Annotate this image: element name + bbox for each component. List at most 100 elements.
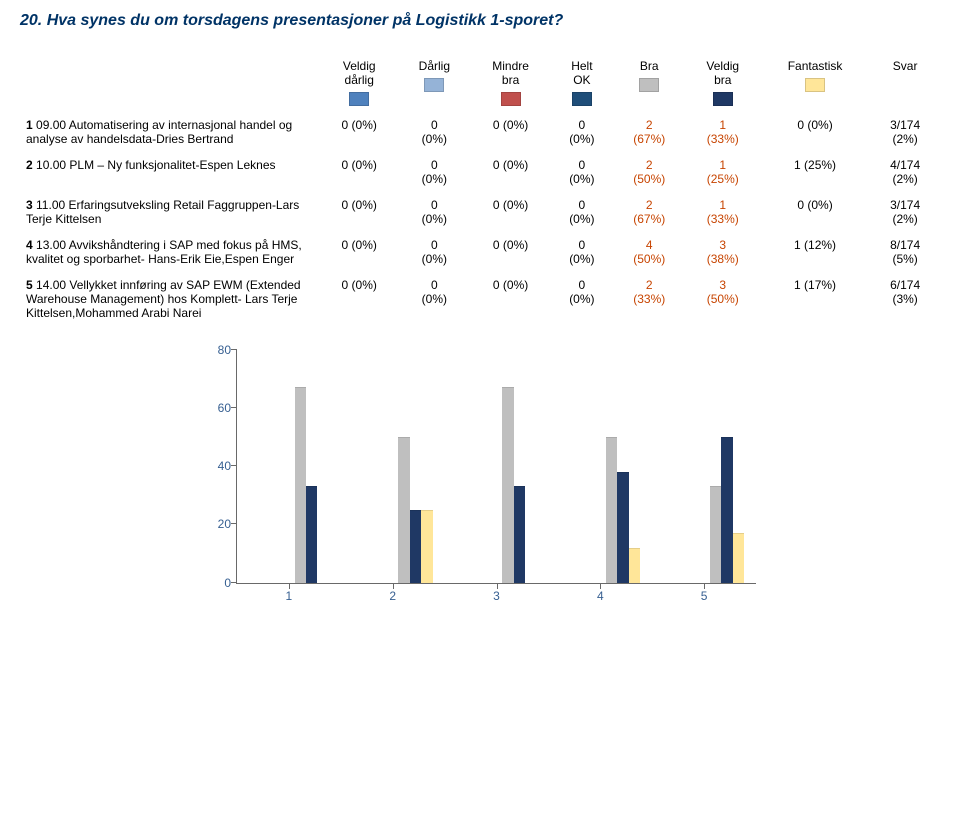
legend-label: Veldig dårlig	[326, 60, 392, 88]
legend-label: Veldig bra	[692, 60, 754, 88]
cell: 0 (0%)	[470, 112, 551, 152]
cell: 4 (50%)	[613, 232, 686, 272]
legend-2: Mindre bra	[470, 54, 551, 112]
cell: 3 (38%)	[686, 232, 760, 272]
cell: 1 (25%)	[760, 152, 871, 192]
bar	[514, 486, 525, 582]
cell: 0 (0%)	[760, 192, 871, 232]
cell: 0 (0%)	[470, 232, 551, 272]
row-label: 3 11.00 Erfaringsutveksling Retail Faggr…	[20, 192, 320, 232]
cell: 0 (0%)	[760, 112, 871, 152]
bar	[502, 387, 513, 582]
bar	[398, 437, 409, 583]
legend-4: Bra	[613, 54, 686, 112]
row-label: 2 10.00 PLM – Ny funksjonalitet-Espen Le…	[20, 152, 320, 192]
cell: 1 (25%)	[686, 152, 760, 192]
cell: 1 (12%)	[760, 232, 871, 272]
cell: 0 (0%)	[398, 232, 470, 272]
table-row: 4 13.00 Avvikshåndtering i SAP med fokus…	[20, 232, 940, 272]
legend-5: Veldig bra	[686, 54, 760, 112]
x-tick-mark	[393, 583, 394, 589]
bar	[295, 387, 306, 582]
table-row: 2 10.00 PLM – Ny funksjonalitet-Espen Le…	[20, 152, 940, 192]
cell: 0 (0%)	[551, 232, 613, 272]
cell: 2 (67%)	[613, 112, 686, 152]
cell: 0 (0%)	[398, 272, 470, 326]
cell: 0 (0%)	[551, 152, 613, 192]
row-label: 1 09.00 Automatisering av internasjonal …	[20, 112, 320, 152]
bar	[410, 510, 421, 583]
row-label: 4 13.00 Avvikshåndtering i SAP med fokus…	[20, 232, 320, 272]
y-tick-label: 20	[201, 517, 231, 531]
cell: 1 (17%)	[760, 272, 871, 326]
bar	[629, 548, 640, 583]
bar	[733, 533, 744, 583]
cell: 0 (0%)	[320, 232, 398, 272]
y-tick-mark	[231, 465, 237, 466]
y-tick-mark	[231, 407, 237, 408]
plot-area: 02040608012345	[236, 350, 756, 584]
cell: 0 (0%)	[551, 192, 613, 232]
legend-swatch	[713, 92, 733, 106]
svar-header: Svar	[876, 60, 934, 74]
legend-swatch	[639, 78, 659, 92]
legend-swatch	[501, 92, 521, 106]
y-tick-label: 80	[201, 343, 231, 357]
x-tick-label: 1	[286, 589, 293, 603]
legend-label: Fantastisk	[766, 60, 865, 74]
bar	[306, 486, 317, 582]
svar-cell: 4/174 (2%)	[870, 152, 940, 192]
chart-container: 02040608012345	[200, 346, 760, 606]
x-tick-label: 3	[493, 589, 500, 603]
cell: 0 (0%)	[320, 192, 398, 232]
table-row: 1 09.00 Automatisering av internasjonal …	[20, 112, 940, 152]
legend-label: Dårlig	[404, 60, 464, 74]
x-tick-mark	[497, 583, 498, 589]
legend-swatch	[572, 92, 592, 106]
svar-cell: 8/174 (5%)	[870, 232, 940, 272]
legend-1: Dårlig	[398, 54, 470, 112]
legend-swatch	[424, 78, 444, 92]
table-row: 5 14.00 Vellykket innføring av SAP EWM (…	[20, 272, 940, 326]
svar-cell: 6/174 (3%)	[870, 272, 940, 326]
y-tick-label: 40	[201, 459, 231, 473]
cell: 3 (50%)	[686, 272, 760, 326]
bar	[606, 437, 617, 583]
x-tick-mark	[704, 583, 705, 589]
x-tick-label: 2	[389, 589, 396, 603]
x-tick-label: 4	[597, 589, 604, 603]
y-tick-label: 60	[201, 401, 231, 415]
cell: 0 (0%)	[320, 112, 398, 152]
y-tick-mark	[231, 582, 237, 583]
question-title: 20. Hva synes du om torsdagens presentas…	[20, 12, 940, 30]
legend-row: Veldig dårlig Dårlig Mindre bra Helt OK Bra V…	[20, 54, 940, 112]
bar	[721, 437, 732, 583]
response-tbody: 1 09.00 Automatisering av internasjonal …	[20, 112, 940, 326]
bar-chart: 02040608012345	[200, 346, 760, 606]
cell: 0 (0%)	[551, 272, 613, 326]
x-tick-label: 5	[701, 589, 708, 603]
legend-swatch	[349, 92, 369, 106]
svar-cell: 3/174 (2%)	[870, 112, 940, 152]
bar	[710, 486, 721, 582]
cell: 0 (0%)	[470, 272, 551, 326]
cell: 0 (0%)	[551, 112, 613, 152]
svar-cell: 3/174 (2%)	[870, 192, 940, 232]
legend-0: Veldig dårlig	[320, 54, 398, 112]
x-tick-mark	[600, 583, 601, 589]
legend-swatch	[805, 78, 825, 92]
y-tick-mark	[231, 523, 237, 524]
legend-6: Fantastisk	[760, 54, 871, 112]
legend-label: Bra	[619, 60, 680, 74]
bar	[421, 510, 432, 583]
legend-label: Mindre bra	[476, 60, 545, 88]
cell: 0 (0%)	[470, 152, 551, 192]
cell: 0 (0%)	[470, 192, 551, 232]
cell: 2 (33%)	[613, 272, 686, 326]
cell: 2 (67%)	[613, 192, 686, 232]
row-label: 5 14.00 Vellykket innføring av SAP EWM (…	[20, 272, 320, 326]
legend-svar: Svar	[870, 54, 940, 112]
legend-label: Helt OK	[557, 60, 607, 88]
legend-3: Helt OK	[551, 54, 613, 112]
bar	[617, 472, 628, 583]
